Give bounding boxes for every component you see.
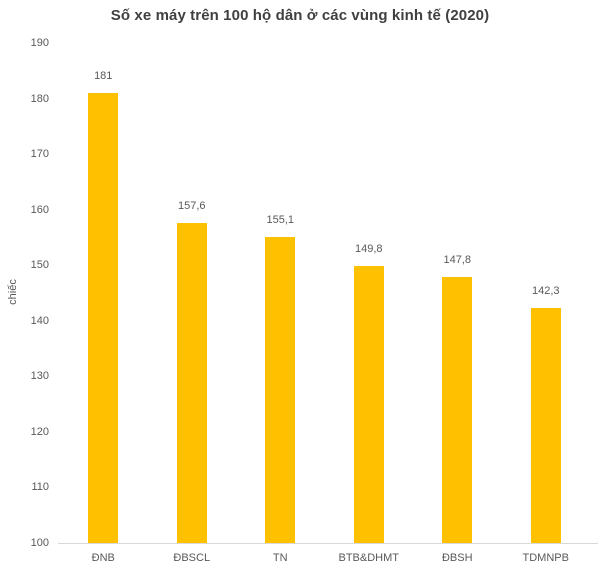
y-axis-tick-label: 100 <box>30 537 49 549</box>
x-axis-category-label: ĐBSH <box>441 552 473 564</box>
bar-BTB&DHMT <box>353 266 384 543</box>
bar-value-label: 155,1 <box>266 213 295 226</box>
x-axis-category-label: ĐBSCL <box>173 552 211 564</box>
bar-ĐBSCL <box>176 223 207 543</box>
y-axis-tick-label: 140 <box>30 314 49 327</box>
bar-value-label: 181 <box>94 70 113 82</box>
y-axis-tick-label: 160 <box>30 203 49 216</box>
bar-value-label: 147,8 <box>443 254 472 267</box>
x-axis-category-label: ĐNB <box>91 552 115 564</box>
x-axis-category-label: BTB&DHMT <box>338 552 400 564</box>
y-axis-tick-label: 180 <box>30 92 49 105</box>
y-axis-tick-label: 110 <box>31 481 49 494</box>
y-axis-tick-label: 190 <box>30 37 49 49</box>
bar-value-label: 149,8 <box>354 243 383 256</box>
bar-TN <box>265 236 296 543</box>
y-axis-tick-label: 130 <box>30 370 49 383</box>
x-axis-category-label: TDMNPB <box>522 552 569 564</box>
bar-ĐNB <box>88 93 119 543</box>
plot-area <box>58 43 598 544</box>
y-axis-tick-label: 150 <box>30 259 49 272</box>
bar-value-label: 157,6 <box>177 200 206 212</box>
y-axis-tick-label: 120 <box>30 425 49 438</box>
bar-value-label: 142,3 <box>531 285 560 297</box>
bar-ĐBSH <box>442 277 473 543</box>
bar-TDMNPB <box>530 308 561 543</box>
chart-title: Số xe máy trên 100 hộ dân ở các vùng kin… <box>110 7 490 24</box>
y-axis-tick-label: 170 <box>30 148 49 161</box>
x-axis-category-label: TN <box>272 552 288 564</box>
